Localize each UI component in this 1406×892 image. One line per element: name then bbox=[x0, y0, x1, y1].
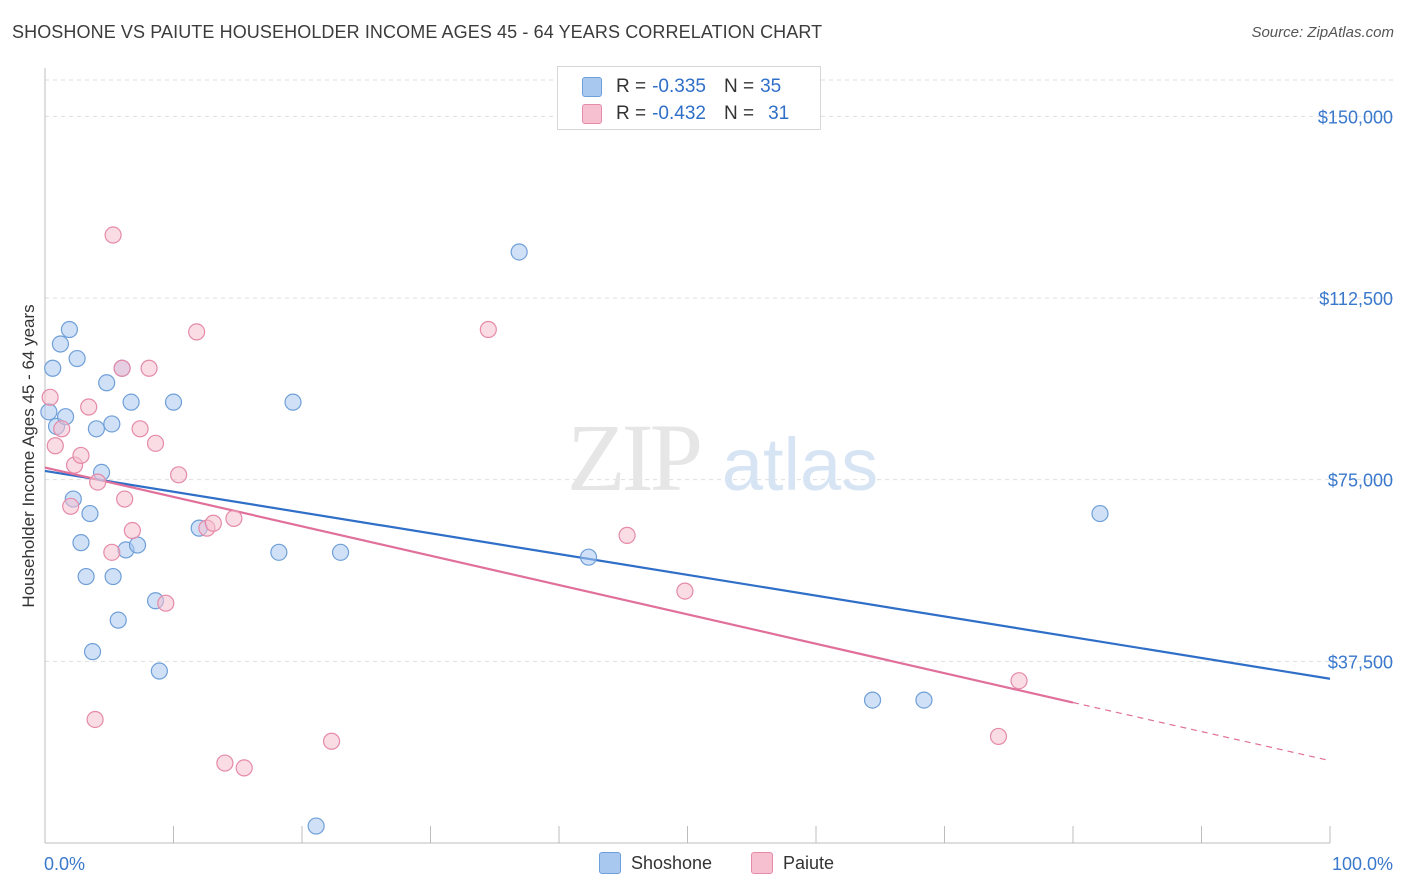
shoshone-point bbox=[87, 420, 106, 438]
shoshone-point bbox=[40, 403, 58, 421]
grid-lines bbox=[45, 79, 1395, 662]
paiute-point bbox=[53, 420, 71, 438]
paiute-point bbox=[80, 398, 98, 416]
r-value: -0.335 bbox=[652, 76, 706, 97]
paiute-point bbox=[204, 514, 222, 532]
paiute-point bbox=[131, 420, 149, 438]
y-tick-label: $75,000 bbox=[1328, 471, 1393, 491]
r-value: -0.432 bbox=[652, 103, 706, 124]
shoshone-point bbox=[510, 243, 528, 261]
trend-lines bbox=[44, 466, 1331, 762]
correlation-legend: R = -0.335 N = 35 R = -0.432 N = 31 bbox=[557, 66, 821, 130]
paiute-point bbox=[140, 359, 158, 377]
shoshone-point bbox=[164, 393, 183, 411]
paiute-point bbox=[216, 754, 234, 772]
shoshone-point bbox=[128, 536, 147, 554]
paiute-point bbox=[618, 526, 636, 544]
n-label: N = bbox=[723, 76, 755, 97]
shoshone-point bbox=[1091, 504, 1109, 523]
watermark: ZIP atlas bbox=[567, 404, 878, 511]
shoshone-swatch bbox=[582, 77, 602, 97]
paiute-point bbox=[676, 582, 694, 600]
series-legend: Shoshone Paiute bbox=[0, 852, 1406, 876]
paiute-point bbox=[123, 521, 141, 540]
paiute-legend-label: Paiute bbox=[783, 852, 835, 873]
trend-line-extrapolated bbox=[1072, 701, 1331, 762]
watermark-atlas: atlas bbox=[722, 423, 878, 506]
paiute-legend-swatch bbox=[751, 852, 773, 874]
paiute-point bbox=[104, 226, 122, 244]
data-points bbox=[40, 226, 1109, 835]
paiute-point bbox=[989, 727, 1008, 746]
shoshone-point bbox=[150, 662, 168, 680]
shoshone-point bbox=[103, 415, 121, 433]
shoshone-point bbox=[98, 374, 116, 392]
watermark-zip: ZIP bbox=[567, 404, 700, 511]
paiute-point bbox=[170, 466, 188, 484]
paiute-point bbox=[225, 509, 243, 528]
shoshone-point bbox=[579, 548, 598, 566]
paiute-swatch bbox=[582, 104, 602, 124]
legend-item-paiute[interactable]: Paiute bbox=[751, 852, 834, 874]
legend-row-paiute: R = -0.432 N = 31 bbox=[582, 101, 789, 127]
shoshone-point bbox=[44, 359, 62, 377]
paiute-point bbox=[188, 323, 206, 341]
y-tick-label: $112,500 bbox=[1319, 289, 1393, 309]
shoshone-point bbox=[307, 817, 325, 835]
shoshone-point bbox=[83, 643, 102, 661]
r-label: R = bbox=[616, 103, 647, 124]
shoshone-point bbox=[863, 691, 882, 709]
paiute-point bbox=[113, 359, 131, 377]
n-value: 35 bbox=[760, 76, 782, 97]
shoshone-point bbox=[77, 567, 95, 586]
paiute-point bbox=[1010, 672, 1028, 690]
n-value: 31 bbox=[768, 103, 790, 124]
legend-item-shoshone[interactable]: Shoshone bbox=[599, 852, 712, 874]
tick-labels: $37,500 $75,000 $112,500 $150,000 0.0% 100.0%… bbox=[19, 107, 1393, 874]
shoshone-point bbox=[284, 393, 302, 411]
shoshone-point bbox=[81, 504, 99, 523]
source-label: Source: ZipAtlas.com bbox=[1251, 24, 1394, 41]
paiute-point bbox=[322, 732, 341, 750]
paiute-point bbox=[62, 497, 80, 515]
chart-title: SHOSHONE VS PAIUTE HOUSEHOLDER INCOME AG… bbox=[12, 22, 823, 42]
paiute-point bbox=[479, 320, 497, 339]
shoshone-point bbox=[270, 543, 288, 561]
paiute-point bbox=[103, 543, 121, 561]
shoshone-point bbox=[60, 320, 79, 339]
paiute-point bbox=[146, 434, 165, 452]
paiute-point bbox=[72, 446, 90, 465]
paiute-point bbox=[157, 594, 175, 612]
shoshone-point bbox=[51, 335, 70, 353]
shoshone-legend-swatch bbox=[599, 852, 621, 874]
shoshone-point bbox=[72, 534, 90, 552]
shoshone-point bbox=[122, 393, 140, 411]
paiute-point bbox=[89, 473, 107, 491]
n-label: N = bbox=[723, 103, 755, 124]
shoshone-point bbox=[68, 349, 86, 368]
shoshone-legend-label: Shoshone bbox=[631, 852, 713, 873]
legend-row-shoshone: R = -0.335 N = 35 bbox=[582, 74, 781, 100]
shoshone-point bbox=[109, 611, 127, 629]
shoshone-point bbox=[104, 567, 122, 586]
y-tick-label: $37,500 bbox=[1328, 652, 1393, 672]
paiute-point bbox=[86, 710, 104, 729]
y-axis-label: Householder Income Ages 45 - 64 years bbox=[19, 304, 38, 607]
x-tick-label: 0.0% bbox=[44, 854, 85, 874]
y-tick-label: $150,000 bbox=[1318, 107, 1393, 127]
trend-line bbox=[44, 466, 1074, 704]
trend-line bbox=[44, 469, 1331, 680]
x-tick-label: 100.0% bbox=[1332, 854, 1393, 874]
shoshone-point bbox=[331, 543, 350, 561]
paiute-point bbox=[46, 437, 64, 455]
r-label: R = bbox=[616, 76, 647, 97]
paiute-point bbox=[41, 388, 59, 406]
shoshone-point bbox=[915, 691, 933, 709]
paiute-point bbox=[116, 490, 134, 508]
paiute-point bbox=[235, 759, 253, 777]
axes bbox=[44, 68, 1331, 844]
